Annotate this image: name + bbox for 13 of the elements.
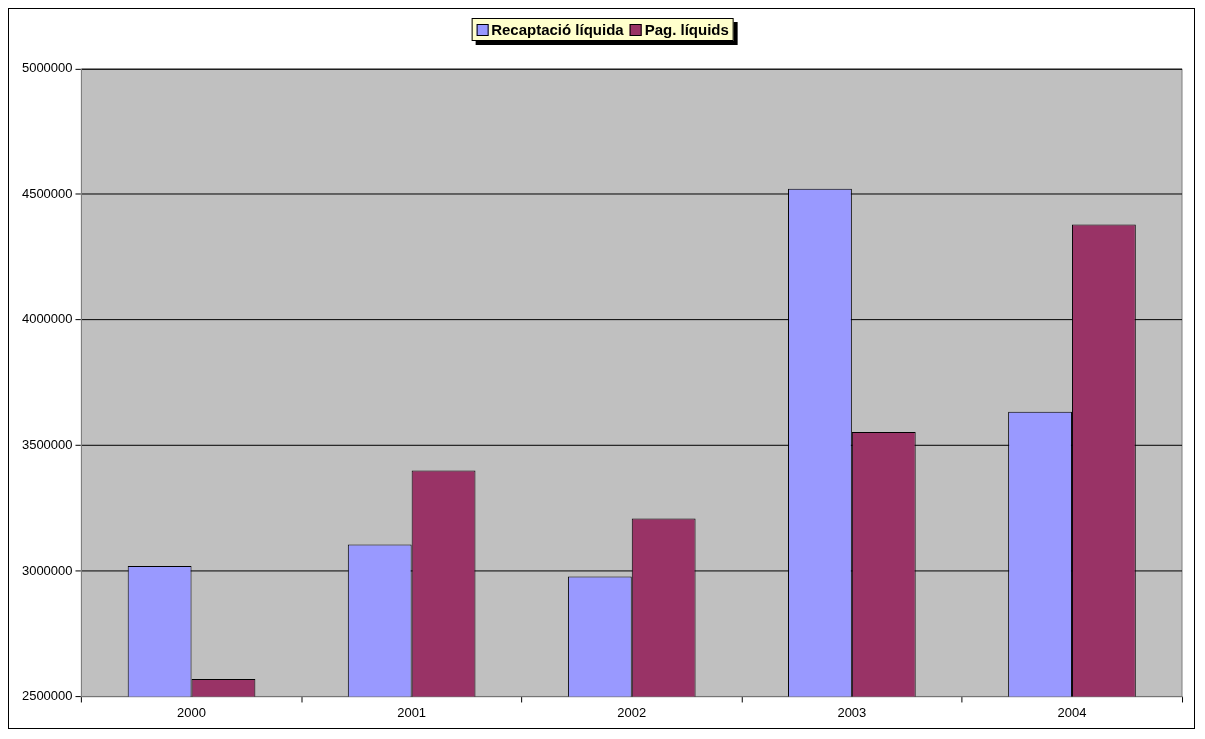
y-tick-label: 3000000 xyxy=(21,562,73,578)
y-tick-label: 4000000 xyxy=(21,311,73,327)
x-tick-label: 2004 xyxy=(1057,704,1087,720)
y-tick-label: 5000000 xyxy=(21,60,73,76)
y-tick-label: 2500000 xyxy=(21,688,73,704)
y-tick-label: 4500000 xyxy=(21,185,73,201)
legend-label: Pag. líquids xyxy=(644,21,729,38)
y-tick-label: 3500000 xyxy=(21,437,73,452)
x-tick-label: 2003 xyxy=(837,704,867,720)
x-tick-label: 2000 xyxy=(177,704,206,720)
x-tick-label: 2001 xyxy=(397,704,427,720)
legend-label: Recaptació líquida xyxy=(491,21,624,38)
x-tick-label: 2002 xyxy=(617,704,647,720)
